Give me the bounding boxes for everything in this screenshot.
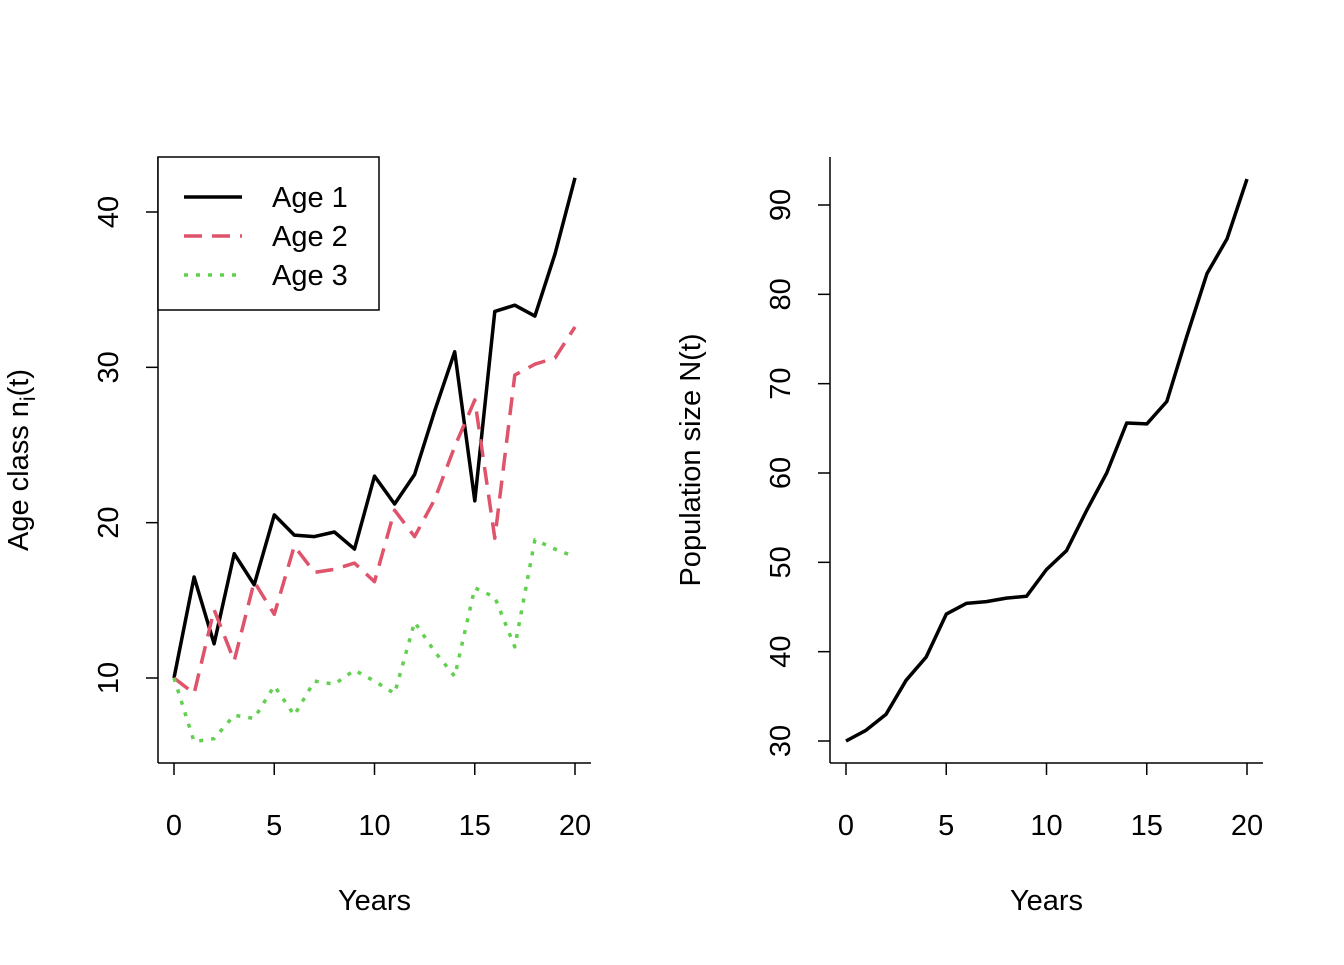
- panel2-y-tick-label: 50: [765, 546, 797, 578]
- legend-label-2: Age 2: [272, 221, 348, 253]
- panel2-x-tick-label: 10: [1030, 810, 1062, 842]
- panel2-x-tick-label: 15: [1131, 810, 1163, 842]
- panel1-series-line-3: [172, 538, 576, 744]
- panel1-x-tick-label: 10: [358, 810, 390, 842]
- panel2-y-tick-label: 40: [765, 636, 797, 668]
- panel2-x-tick-label: 5: [938, 810, 954, 842]
- panel1-y-axis-label: Age class ni(t): [3, 369, 40, 551]
- panel2-y-axis-label: Population size N(t): [675, 333, 707, 586]
- panel1-y-axis-label-main: Age class n: [3, 401, 35, 551]
- panel2-x-tick-label: 0: [838, 810, 854, 842]
- panel2-y-tick-label: 60: [765, 457, 797, 489]
- panel2-y-tick-label: 80: [765, 278, 797, 310]
- panel1-y-axis-label-tail: (t): [3, 369, 35, 396]
- panel1-x-tick-label: 5: [266, 810, 282, 842]
- panel1-x-tick-label: 15: [459, 810, 491, 842]
- panel2-y-tick-label: 70: [765, 368, 797, 400]
- panel2-x-tick-label: 20: [1231, 810, 1263, 842]
- panel1-x-axis-label: Years: [338, 885, 411, 917]
- legend-label-1: Age 1: [272, 182, 348, 214]
- panel1-y-axis-label-sub: i: [17, 396, 40, 401]
- panel1-y-tick-label: 10: [93, 662, 125, 694]
- panel1-series-line-2: [172, 325, 577, 696]
- panel1-x-tick-label: 0: [166, 810, 182, 842]
- panel2-x-axis-label: Years: [1010, 885, 1083, 917]
- panel2-y-tick-label: 90: [765, 189, 797, 221]
- panel1-x-tick-label: 20: [559, 810, 591, 842]
- legend-box: [157, 156, 380, 311]
- panel2-series-line-1: [845, 178, 1249, 743]
- panel1-y-tick-label: 30: [93, 351, 125, 383]
- panel1-y-tick-label: 20: [93, 507, 125, 539]
- legend-label-3: Age 3: [272, 260, 348, 292]
- panel1-y-tick-label: 40: [93, 196, 125, 228]
- panel2-y-tick-label: 30: [765, 725, 797, 757]
- panel1-series-line-1: [172, 177, 577, 679]
